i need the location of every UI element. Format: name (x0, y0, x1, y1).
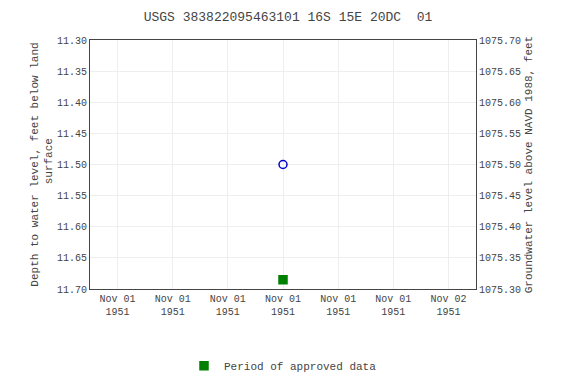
svg-text:Nov 011951: Nov 011951 (155, 294, 191, 318)
svg-text:Nov 011951: Nov 011951 (375, 294, 411, 318)
svg-text:Nov 011951: Nov 011951 (265, 294, 301, 318)
svg-text:11.30: 11.30 (57, 36, 87, 47)
svg-text:11.50: 11.50 (57, 160, 87, 171)
svg-text:1075.30: 1075.30 (479, 285, 521, 296)
svg-text:Groundwater level above NAVD 1: Groundwater level above NAVD 1988, feet (523, 36, 535, 293)
svg-text:1075.65: 1075.65 (479, 67, 521, 78)
svg-text:Nov 021951: Nov 021951 (430, 294, 466, 318)
svg-text:11.45: 11.45 (57, 129, 87, 140)
svg-text:Nov 011951: Nov 011951 (320, 294, 356, 318)
svg-text:1075.40: 1075.40 (479, 222, 521, 233)
svg-text:1075.35: 1075.35 (479, 253, 521, 264)
svg-text:Depth to water level, feet bel: Depth to water level, feet below land su… (29, 42, 55, 286)
svg-text:1075.55: 1075.55 (479, 129, 521, 140)
svg-text:11.70: 11.70 (57, 285, 87, 296)
svg-text:11.55: 11.55 (57, 191, 87, 202)
svg-text:1075.60: 1075.60 (479, 98, 521, 109)
svg-text:11.35: 11.35 (57, 67, 87, 78)
svg-text:Nov 011951: Nov 011951 (100, 294, 136, 318)
svg-text:Period of approved data: Period of approved data (224, 361, 376, 373)
svg-text:11.60: 11.60 (57, 222, 87, 233)
svg-text:USGS 383822095463101 16S 15E 2: USGS 383822095463101 16S 15E 20DC 01 (144, 10, 433, 25)
svg-text:Nov 011951: Nov 011951 (210, 294, 246, 318)
svg-text:11.65: 11.65 (57, 253, 87, 264)
svg-text:1075.45: 1075.45 (479, 191, 521, 202)
svg-text:1075.70: 1075.70 (479, 36, 521, 47)
svg-text:1075.50: 1075.50 (479, 160, 521, 171)
svg-text:11.40: 11.40 (57, 98, 87, 109)
